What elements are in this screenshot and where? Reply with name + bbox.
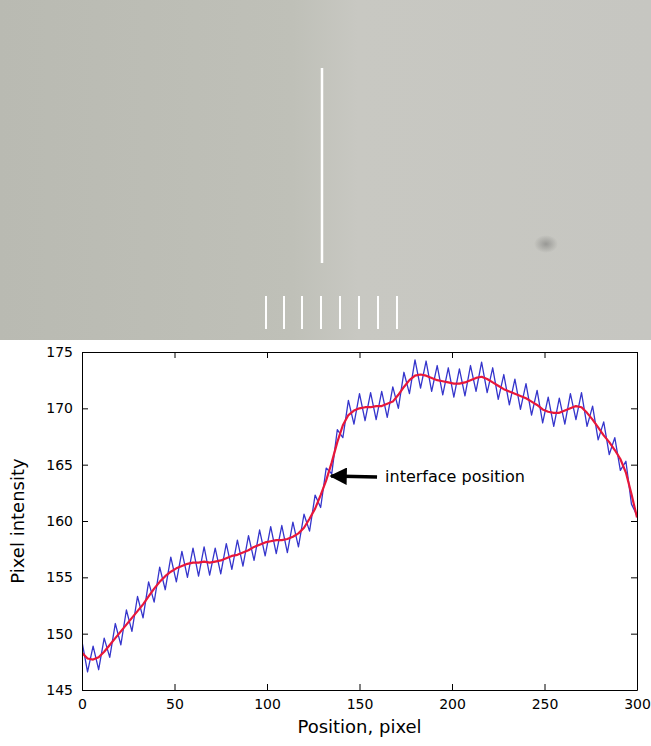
tick-mark <box>82 465 88 466</box>
tick-label: 150 <box>46 626 73 642</box>
x-axis-title: Position, pixel <box>297 716 421 737</box>
tick <box>631 352 637 353</box>
tick: 170 <box>46 400 88 416</box>
photo-scan-line <box>377 296 379 329</box>
tick-mark <box>360 684 361 690</box>
annotation-arrow <box>331 476 377 477</box>
tick: 175 <box>46 344 88 360</box>
tick-label: 250 <box>532 696 559 712</box>
tick-label: 300 <box>624 696 651 712</box>
tick-label: 175 <box>46 344 73 360</box>
tick: 145 <box>46 682 88 698</box>
tick: 200 <box>439 684 466 712</box>
tick-mark <box>267 352 268 358</box>
photo <box>0 0 651 340</box>
tick: 50 <box>166 684 184 712</box>
chart: 0 50 100 150 200 250 300 145 150 155 160 165 170 175 P… <box>7 344 651 737</box>
tick <box>631 577 637 578</box>
photo-spot <box>534 235 558 253</box>
tick-mark <box>360 352 361 358</box>
tick <box>267 352 268 358</box>
tick: 100 <box>254 684 281 712</box>
photo-scan-line <box>320 296 322 329</box>
tick: 150 <box>46 626 88 642</box>
tick-mark <box>82 577 88 578</box>
tick: 160 <box>46 513 88 529</box>
tick-mark <box>545 684 546 690</box>
tick-label: 165 <box>46 457 73 473</box>
tick-mark <box>631 577 637 578</box>
photo-scan-line <box>358 296 360 329</box>
tick-mark <box>631 408 637 409</box>
photo-scan-line <box>396 296 398 329</box>
y-axis-title: Pixel intensity <box>7 458 28 584</box>
tick <box>631 408 637 409</box>
photo-scan-line <box>339 296 341 329</box>
tick-label: 100 <box>254 696 281 712</box>
photo-scan-line <box>265 296 267 329</box>
annotation-text: interface position <box>385 467 525 486</box>
plot-area <box>82 360 637 672</box>
y-left-axis: 145 150 155 160 165 170 175 <box>46 344 88 698</box>
tick-mark <box>631 521 637 522</box>
tick: 150 <box>347 684 374 712</box>
tick <box>175 352 176 358</box>
tick-mark <box>545 352 546 358</box>
tick-label: 0 <box>78 696 87 712</box>
photo-scan-line <box>301 296 303 329</box>
tick-label: 155 <box>46 569 73 585</box>
photo-marker-line <box>321 68 324 263</box>
tick-label: 160 <box>46 513 73 529</box>
tick <box>631 690 637 691</box>
tick-mark <box>82 408 88 409</box>
tick-mark <box>82 521 88 522</box>
tick-mark <box>631 352 637 353</box>
tick <box>452 352 453 358</box>
tick-mark <box>82 690 88 691</box>
smoothed-line <box>82 375 637 660</box>
tick-label: 50 <box>166 696 184 712</box>
photo-background <box>0 0 651 340</box>
tick <box>631 634 637 635</box>
tick-mark <box>175 352 176 358</box>
tick-label: 150 <box>347 696 374 712</box>
figure: 0 50 100 150 200 250 300 145 150 155 160 165 170 175 P… <box>0 0 651 746</box>
tick <box>545 352 546 358</box>
y-right-axis-line <box>637 353 638 691</box>
tick-mark <box>452 684 453 690</box>
tick <box>360 352 361 358</box>
y-right-axis <box>631 353 638 691</box>
tick-mark <box>267 684 268 690</box>
tick-mark <box>82 352 88 353</box>
tick-label: 200 <box>439 696 466 712</box>
x-bottom-axis-line <box>83 690 638 691</box>
tick <box>631 465 637 466</box>
tick-mark <box>631 690 637 691</box>
tick: 155 <box>46 569 88 585</box>
tick-mark <box>82 634 88 635</box>
tick-mark <box>175 684 176 690</box>
tick-label: 170 <box>46 400 73 416</box>
tick-label: 145 <box>46 682 73 698</box>
raw-line <box>82 360 637 672</box>
tick-mark <box>452 352 453 358</box>
tick-mark <box>631 634 637 635</box>
tick <box>631 521 637 522</box>
tick: 165 <box>46 457 88 473</box>
photo-scan-line <box>283 296 285 329</box>
tick-mark <box>631 465 637 466</box>
x-bottom-axis: 0 50 100 150 200 250 300 <box>78 684 651 712</box>
tick: 250 <box>532 684 559 712</box>
x-top-axis <box>83 352 638 358</box>
